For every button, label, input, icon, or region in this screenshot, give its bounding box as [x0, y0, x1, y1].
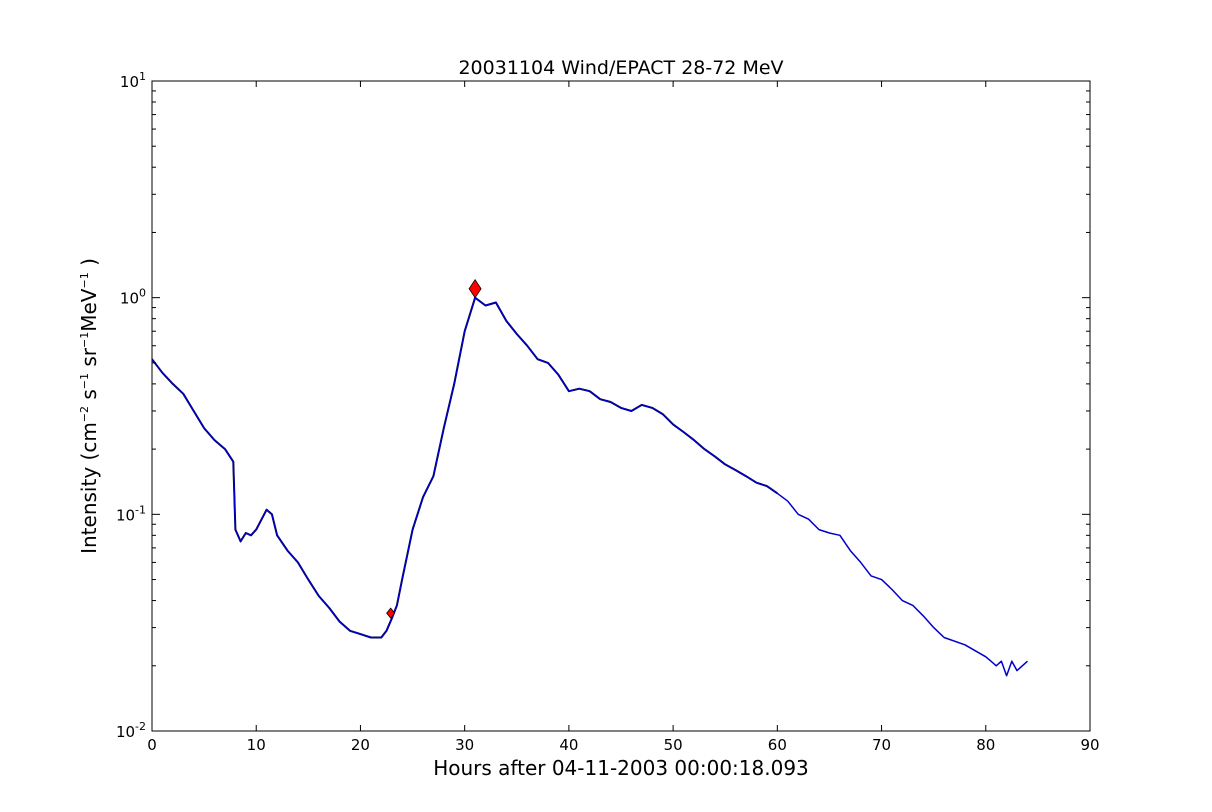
- diamond-marker-1: [386, 607, 396, 619]
- x-tick-label: 30: [455, 736, 474, 754]
- y-tick-label: 100: [120, 287, 146, 308]
- diamond-marker-2: [468, 278, 482, 299]
- y-tick-label: 10-2: [116, 720, 146, 741]
- chart-title: 20031104 Wind/EPACT 28-72 MeV: [458, 57, 783, 79]
- y-axis-ticks: 10-2 10-1 100 101: [116, 70, 1090, 741]
- y-axis-label: Intensity (cm−2 s−1 sr−1MeV−1 ): [77, 258, 101, 554]
- x-axis-ticks: 0 10 20 30 40 50 60 70 80 90: [147, 81, 1100, 754]
- y-tick-label: 10-1: [116, 503, 146, 524]
- series-line-raw: [151, 296, 778, 639]
- x-tick-label: 70: [872, 736, 891, 754]
- series-layer: [151, 296, 1029, 677]
- x-tick-label: 20: [351, 736, 370, 754]
- x-tick-label: 10: [247, 736, 266, 754]
- y-tick-label: 101: [120, 70, 146, 91]
- x-tick-label: 0: [147, 736, 157, 754]
- plot-frame: [151, 80, 1091, 732]
- x-tick-label: 50: [664, 736, 683, 754]
- x-tick-label: 60: [768, 736, 787, 754]
- x-tick-label: 90: [1080, 736, 1099, 754]
- x-tick-label: 80: [976, 736, 995, 754]
- marker-layer: [386, 278, 482, 619]
- series-line-smoothed: [151, 296, 1029, 677]
- x-tick-label: 40: [559, 736, 578, 754]
- x-axis-label: Hours after 04-11-2003 00:00:18.093: [433, 756, 809, 780]
